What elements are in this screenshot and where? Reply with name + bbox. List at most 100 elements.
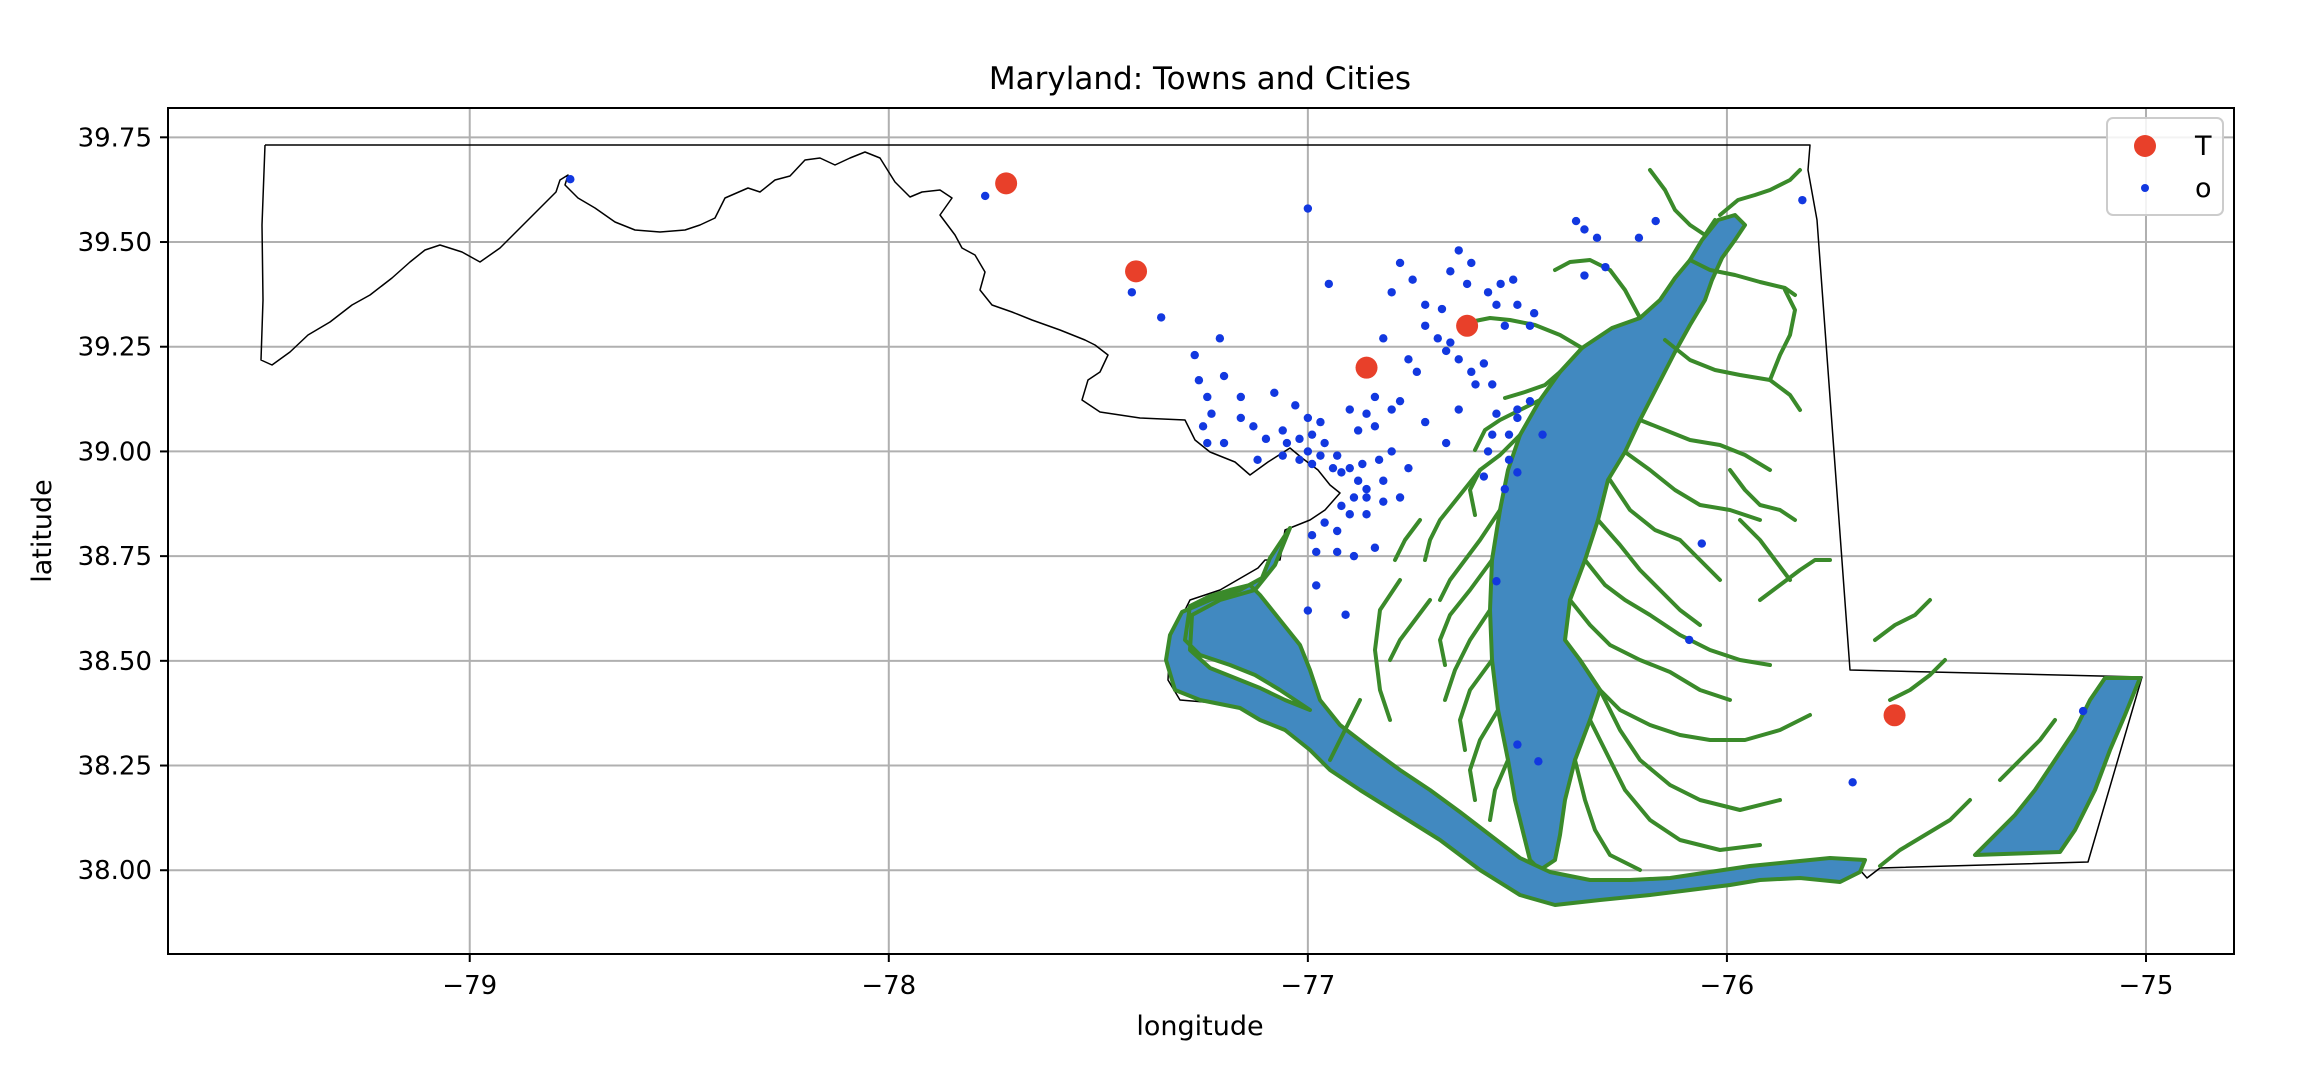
town-point	[1379, 334, 1388, 343]
axes-frame	[167, 107, 2235, 955]
town-point	[1483, 447, 1493, 456]
town-point	[1307, 430, 1317, 439]
town-point	[1312, 547, 1321, 557]
town-point	[1303, 447, 1313, 456]
town-point	[1320, 518, 1329, 527]
legend-label-o: o	[2195, 173, 2212, 204]
town-point	[1454, 355, 1463, 364]
town-point	[1291, 401, 1300, 410]
town-point	[1697, 539, 1706, 548]
town-point	[1395, 258, 1405, 268]
town-point	[1685, 635, 1694, 645]
y-tick-label: 38.00	[78, 856, 152, 886]
town-point	[1437, 304, 1447, 314]
town-point	[566, 174, 575, 184]
town-point	[1387, 405, 1396, 414]
town-point	[1492, 300, 1501, 310]
town-point	[1504, 455, 1514, 465]
town-point	[1236, 413, 1246, 423]
x-tick-label: −79	[442, 971, 497, 1001]
town-point	[1307, 459, 1317, 469]
town-point	[1370, 543, 1380, 552]
town-point	[1580, 271, 1589, 280]
town-point	[1446, 338, 1455, 347]
x-axis-label: longitude	[1136, 1011, 1263, 1042]
town-point	[1295, 434, 1304, 444]
town-point	[1337, 501, 1346, 511]
town-point	[1207, 409, 1216, 418]
town-point	[1848, 778, 1857, 787]
town-point	[1219, 438, 1229, 448]
town-point	[1362, 510, 1371, 519]
town-point	[1320, 438, 1329, 448]
town-point	[1421, 300, 1430, 310]
town-point	[1798, 195, 1807, 205]
legend-marker-T	[2134, 135, 2156, 157]
town-point	[1328, 463, 1338, 473]
town-point	[1525, 396, 1535, 406]
chart-title: Maryland: Towns and Cities	[989, 61, 1411, 97]
potomac-river-water	[1164, 526, 1867, 907]
town-point	[1215, 334, 1225, 343]
town-point	[1467, 367, 1476, 377]
town-point	[1219, 371, 1229, 381]
town-point	[1513, 300, 1522, 310]
town-point	[1303, 606, 1313, 615]
y-axis-label: latitude	[27, 479, 58, 583]
town-point	[1337, 468, 1346, 477]
town-point	[1538, 430, 1547, 439]
town-point	[1282, 438, 1292, 448]
town-point	[2078, 706, 2088, 716]
town-point	[1198, 422, 1208, 431]
y-tick-label: 38.25	[78, 752, 152, 782]
town-point	[1387, 288, 1396, 297]
town-point	[1332, 547, 1342, 557]
town-point	[1529, 309, 1539, 318]
town-point	[1441, 346, 1451, 356]
town-point	[1488, 380, 1497, 389]
town-point	[1312, 581, 1321, 590]
town-point	[1203, 438, 1212, 448]
town-point	[1525, 321, 1535, 330]
town-point	[1421, 417, 1430, 427]
town-point	[1395, 396, 1405, 406]
town-point	[1513, 740, 1522, 749]
y-tick-label: 38.50	[78, 647, 152, 677]
town-point	[1500, 484, 1510, 494]
town-point	[1592, 233, 1602, 243]
town-point	[980, 191, 990, 201]
town-point	[1404, 463, 1413, 473]
legend-marker-o	[2141, 184, 2149, 192]
x-tick-label: −78	[861, 971, 916, 1001]
town-point	[1509, 275, 1518, 284]
town-point	[1345, 405, 1354, 414]
town-point	[1278, 451, 1287, 460]
ticks: −79 −78 −77 −76 −75 38.00 38.25 38.50 38.75 39.00…	[78, 123, 2174, 1001]
town-point	[1479, 359, 1489, 368]
town-point	[1303, 413, 1313, 423]
town-point	[1332, 451, 1342, 460]
town-point	[1349, 551, 1359, 561]
town-point	[1190, 350, 1199, 360]
town-point	[1571, 216, 1581, 226]
town-point	[1534, 757, 1543, 766]
town-point	[1492, 577, 1501, 586]
town-point	[1513, 413, 1522, 423]
town-point	[1601, 262, 1610, 272]
town-point	[1454, 405, 1463, 414]
town-point	[1307, 530, 1317, 540]
town-point	[1433, 334, 1442, 343]
town-point	[1513, 405, 1522, 414]
town-point	[1358, 459, 1367, 469]
city-point	[1125, 260, 1148, 283]
town-point	[1278, 426, 1287, 435]
town-point	[1441, 438, 1451, 448]
town-point	[1580, 225, 1589, 234]
town-point	[1353, 476, 1363, 485]
town-point	[1362, 409, 1371, 418]
state-border	[260, 144, 2143, 879]
y-tick-label: 39.25	[78, 333, 152, 363]
town-point	[1362, 484, 1371, 494]
x-tick-label: −75	[2119, 971, 2174, 1001]
